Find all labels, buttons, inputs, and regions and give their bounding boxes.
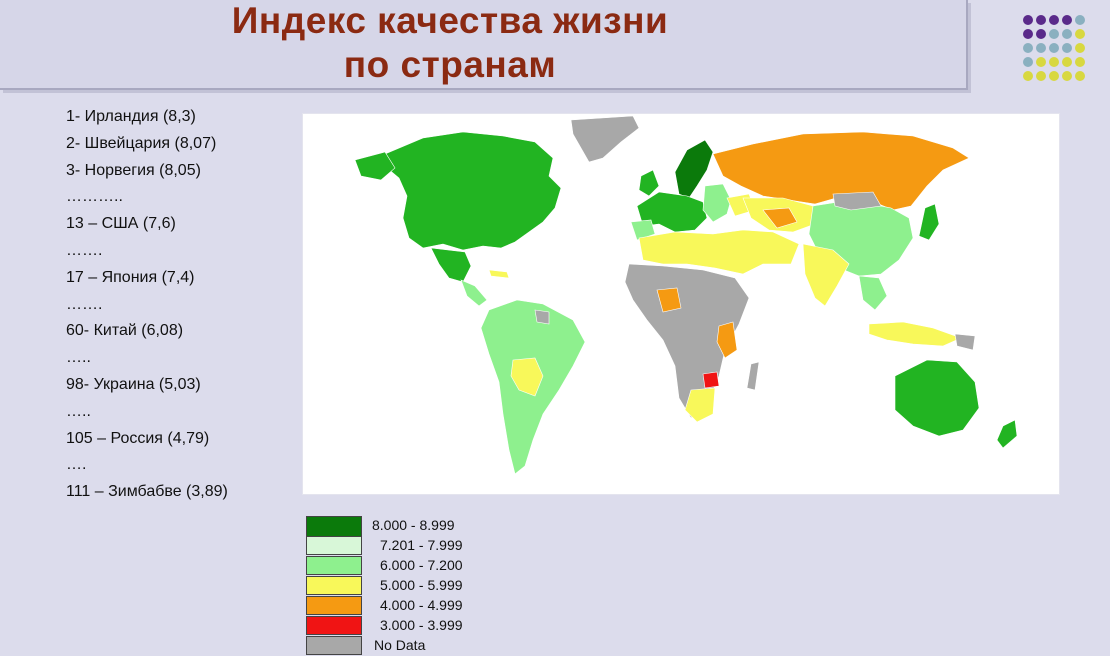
decorative-dot (1075, 15, 1085, 25)
decorative-dot (1049, 43, 1059, 53)
legend-swatch (306, 616, 362, 635)
ranking-item: ….. (66, 349, 91, 367)
map-region-mexico (430, 247, 472, 283)
map-region-eastern-europe (702, 183, 732, 223)
legend-swatch (306, 536, 362, 555)
map-region-canada-usa (384, 131, 562, 251)
ranking-item: ….. (66, 402, 91, 420)
map-region-iberia (630, 219, 656, 241)
map-region-india (802, 243, 850, 307)
decorative-dot (1075, 71, 1085, 81)
map-region-nigeria (656, 287, 682, 313)
ranking-item: 3- Норвегия (8,05) (66, 161, 201, 179)
slide-title-line-2: по странам (343, 44, 557, 85)
ranking-item: 111 – Зимбабве (3,89) (66, 483, 228, 501)
legend-label: 4.000 - 4.999 (380, 597, 463, 613)
decorative-dot (1036, 71, 1046, 81)
map-region-south-africa (684, 387, 716, 423)
ranking-list: 1- Ирландия (8,3) 2- Швейцария (8,07) 3- Н… (66, 104, 228, 506)
ranking-item: …. (66, 456, 87, 474)
map-region-uk-ireland (638, 169, 660, 197)
decorative-dot (1036, 43, 1046, 53)
slide-title-line-1: Индекс качества жизни (231, 0, 669, 41)
map-region-new-zealand (996, 419, 1018, 449)
legend-label: 5.000 - 5.999 (380, 577, 463, 593)
map-region-guyana (534, 309, 550, 325)
legend-swatch (306, 636, 362, 655)
decorative-dot (1036, 57, 1046, 67)
decorative-dot (1049, 57, 1059, 67)
decorative-dot (1049, 71, 1059, 81)
decorative-dot (1062, 71, 1072, 81)
decorative-dots-icon (1023, 15, 1085, 81)
ranking-item: 17 – Япония (7,4) (66, 268, 195, 286)
world-map (302, 113, 1060, 495)
map-region-mongolia-nodata (832, 191, 882, 211)
legend-swatch (306, 516, 362, 538)
ranking-item: 13 – США (7,6) (66, 215, 176, 233)
map-region-bolivia (510, 357, 544, 397)
map-region-madagascar (746, 361, 760, 391)
decorative-dot (1023, 15, 1033, 25)
decorative-dot (1023, 43, 1033, 53)
ranking-item: 105 – Россия (4,79) (66, 429, 210, 447)
decorative-dot (1036, 29, 1046, 39)
ranking-item: ……. (66, 295, 103, 313)
ranking-item: 2- Швейцария (8,07) (66, 134, 217, 152)
ranking-item: 98- Украина (5,03) (66, 375, 201, 393)
decorative-dot (1062, 43, 1072, 53)
map-region-caribbean (488, 269, 510, 279)
decorative-dot (1062, 15, 1072, 25)
ranking-item: 60- Китай (6,08) (66, 322, 184, 340)
legend-label: 7.201 - 7.999 (380, 537, 463, 553)
decorative-dot (1049, 15, 1059, 25)
map-region-se-asia (858, 275, 888, 311)
map-region-alaska (354, 151, 396, 181)
decorative-dot (1075, 57, 1085, 67)
map-region-greenland (570, 115, 640, 163)
map-region-east-africa (716, 321, 738, 359)
decorative-dot (1062, 29, 1072, 39)
decorative-dot (1075, 29, 1085, 39)
decorative-dot (1049, 29, 1059, 39)
legend-swatch (306, 596, 362, 615)
legend-swatch (306, 576, 362, 595)
decorative-dot (1023, 29, 1033, 39)
legend-label: 8.000 - 8.999 (372, 517, 455, 533)
decorative-dot (1062, 57, 1072, 67)
ranking-item: ……. (66, 241, 103, 259)
map-region-north-africa-middle-east (638, 229, 800, 275)
decorative-dot (1075, 43, 1085, 53)
map-region-russia (712, 131, 970, 211)
map-region-central-america (460, 279, 488, 307)
map-region-japan (918, 203, 940, 241)
map-region-australia (894, 359, 980, 437)
ranking-item: ……….. (66, 188, 123, 206)
map-region-papua (954, 333, 976, 351)
map-region-zimbabwe (702, 371, 720, 389)
decorative-dot (1036, 15, 1046, 25)
title-box: Индекс качества жизни по странам (0, 0, 968, 90)
map-region-mongolia (762, 207, 798, 229)
legend-label: 3.000 - 3.999 (380, 617, 463, 633)
legend-label: 6.000 - 7.200 (380, 557, 463, 573)
legend-swatch (306, 556, 362, 575)
decorative-dot (1023, 57, 1033, 67)
legend-label: No Data (374, 637, 426, 653)
ranking-item: 1- Ирландия (8,3) (66, 108, 196, 125)
decorative-dot (1023, 71, 1033, 81)
map-region-indonesia (868, 321, 962, 347)
